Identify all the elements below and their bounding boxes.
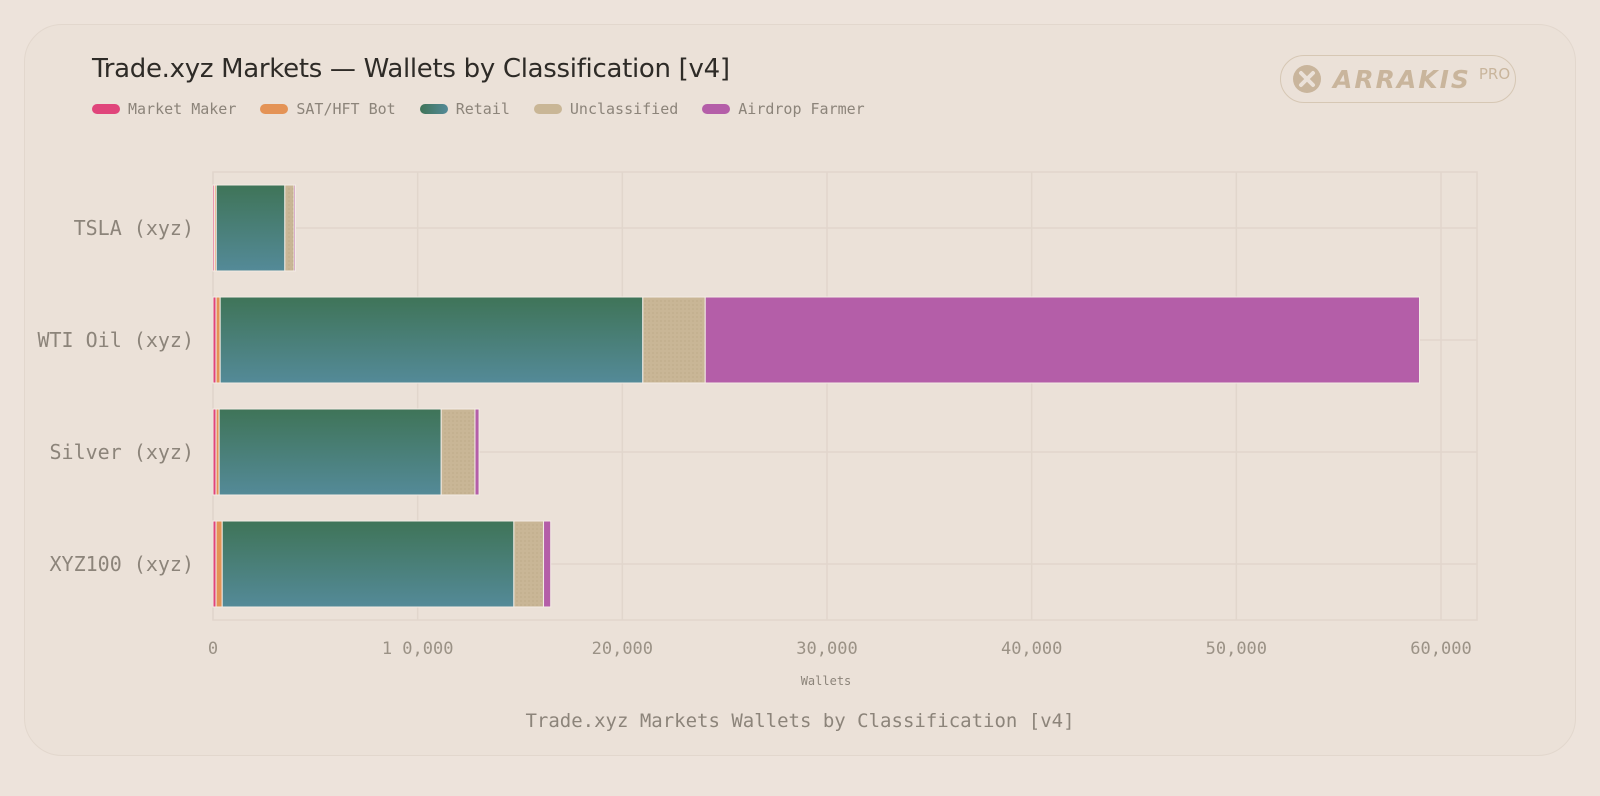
- legend-label: Unclassified: [569, 100, 679, 118]
- y-category-label: TSLA (xyz): [74, 216, 194, 240]
- legend-item-airdrop-farmer[interactable]: Airdrop Farmer: [702, 100, 865, 118]
- y-category-label: Silver (xyz): [50, 440, 195, 464]
- legend: Market Maker SAT/HFT Bot Retail Unclassi…: [92, 100, 865, 118]
- chart-caption: Trade.xyz Markets Wallets by Classificat…: [525, 710, 1075, 732]
- legend-label: Airdrop Farmer: [738, 100, 865, 118]
- bar-sat-hft-bot: [215, 520, 223, 608]
- x-tick-label: 1 0,000: [382, 639, 454, 659]
- legend-label: SAT/HFT Bot: [296, 100, 396, 118]
- x-tick-label: 20,000: [592, 639, 653, 659]
- logo-badge: PRO: [1478, 65, 1511, 83]
- legend-item-unclassified[interactable]: Unclassified: [533, 100, 679, 118]
- legend-swatch-retail: [419, 104, 448, 114]
- legend-item-sat-hft-bot[interactable]: SAT/HFT Bot: [260, 100, 396, 118]
- bar-sat-hft-bot: [215, 296, 221, 384]
- legend-item-market-maker[interactable]: Market Maker: [92, 100, 236, 118]
- y-category-label: XYZ100 (xyz): [50, 552, 195, 576]
- chart-title: Trade.xyz Markets — Wallets by Classific…: [92, 54, 730, 84]
- y-category-label: WTI Oil (xyz): [37, 328, 194, 352]
- x-tick-label: 0: [208, 639, 218, 659]
- x-tick-label: 40,000: [1001, 639, 1062, 659]
- x-tick-label: 30,000: [796, 639, 857, 659]
- arrakis-pro-logo[interactable]: ARRAKIS PRO: [1280, 55, 1516, 103]
- legend-label: Market Maker: [128, 100, 237, 118]
- bar-unclassified: [440, 408, 476, 496]
- bar-airdrop-farmer: [543, 520, 552, 608]
- legend-label: Retail: [455, 100, 510, 118]
- logo-wordmark: ARRAKIS: [1333, 64, 1471, 94]
- bar-airdrop-farmer: [293, 184, 296, 272]
- bar-airdrop-farmer: [474, 408, 480, 496]
- legend-item-retail[interactable]: Retail: [419, 100, 510, 118]
- bar-airdrop-farmer: [704, 296, 1421, 384]
- bar-retail: [219, 296, 644, 384]
- bar-unclassified: [642, 296, 706, 384]
- legend-swatch-sat-hft-bot: [260, 104, 289, 114]
- x-tick-label: 50,000: [1206, 639, 1267, 659]
- bar-retail: [221, 520, 515, 608]
- x-tick-label: 60,000: [1410, 639, 1471, 659]
- bar-retail: [218, 408, 442, 496]
- bar-unclassified: [513, 520, 545, 608]
- chart-card: [24, 24, 1576, 756]
- arrakis-x-icon: [1291, 63, 1323, 95]
- bar-retail: [215, 184, 286, 272]
- legend-swatch-airdrop-farmer: [702, 104, 731, 114]
- legend-swatch-market-maker: [92, 104, 120, 114]
- legend-swatch-unclassified: [533, 104, 562, 114]
- x-axis-label: Wallets: [801, 674, 852, 688]
- bar-unclassified: [284, 184, 295, 272]
